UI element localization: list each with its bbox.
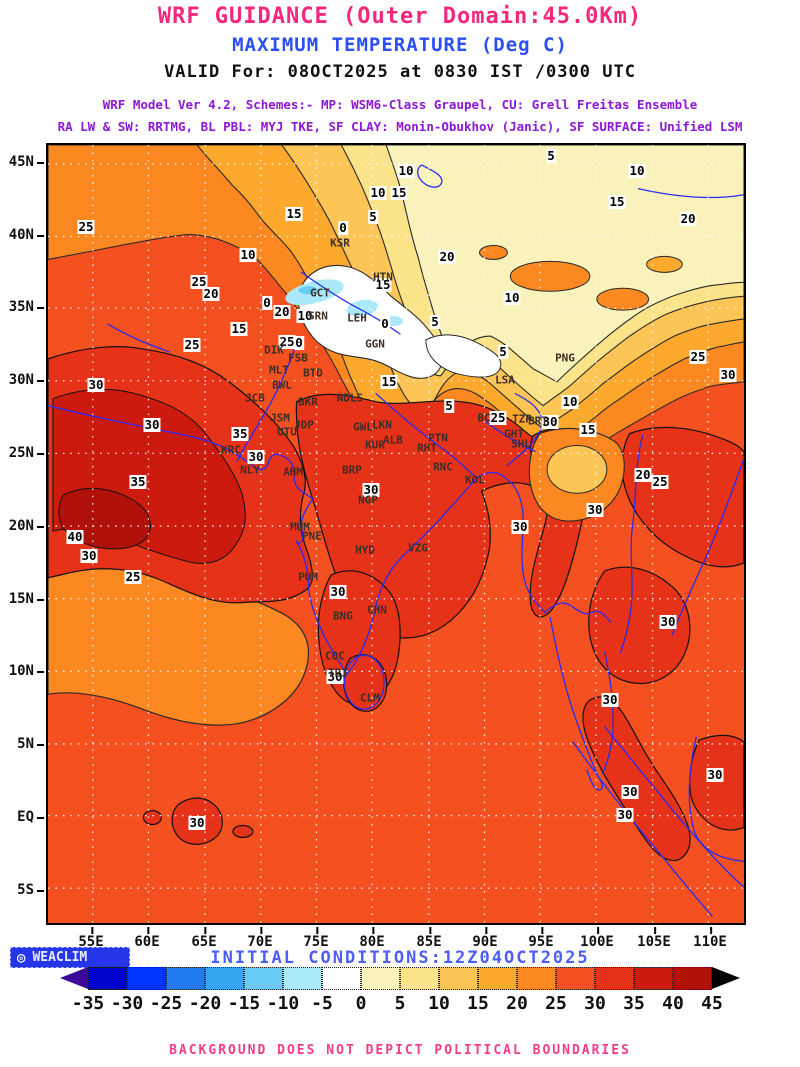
colorbar-cell: [634, 967, 673, 990]
colorbar-tick-label: 25: [545, 993, 567, 1014]
colorbar-tick-label: -5: [311, 993, 333, 1014]
weaclim-logo-icon: ◎: [17, 949, 26, 966]
colorbar-cell: [127, 967, 166, 990]
colorbar-tick-label: -20: [188, 993, 222, 1014]
colorbar-cell: [166, 967, 205, 990]
colorbar-cell: [400, 967, 439, 990]
map-canvas: [48, 145, 744, 923]
colorbar-tick-label: -25: [149, 993, 183, 1014]
longitude-tick-label: 85E: [416, 927, 442, 950]
longitude-tick-label: 55E: [78, 927, 104, 950]
model-scheme-line-2: RA LW & SW: RRTMG, BL PBL: MYJ TKE, SF C…: [57, 119, 743, 134]
page-subtitle: MAXIMUM TEMPERATURE (Deg C): [232, 34, 568, 56]
initial-conditions-line: INITIAL CONDITIONS:12Z04OCT2025: [210, 948, 590, 968]
colorbar-cell: [361, 967, 400, 990]
colorbar-left-arrow: [60, 967, 88, 989]
colorbar-cell: [283, 967, 322, 990]
model-scheme-line-1: WRF Model Ver 4.2, Schemes:- MP: WSM6-Cl…: [102, 97, 698, 112]
colorbar-tick-label: -35: [71, 993, 105, 1014]
latitude-axis: 45N 40N 35N 30N 25N 20N 15N 10N 5N EQ 5S: [0, 143, 44, 925]
longitude-tick-label: 90E: [472, 927, 498, 950]
colorbar-tick-label: 15: [467, 993, 489, 1014]
latitude-tick-label: 20N: [0, 518, 44, 534]
longitude-tick-label: 60E: [134, 927, 160, 950]
colorbar-cell: [322, 967, 361, 990]
tibet-warm-pockets: [479, 244, 683, 311]
colorbar-cell: [673, 967, 712, 990]
colorbar-tick-label: 35: [623, 993, 645, 1014]
longitude-tick-label: 75E: [303, 927, 329, 950]
colorbar-tick-label: 45: [701, 993, 723, 1014]
colorbar-tick-label: 10: [428, 993, 450, 1014]
page-title: WRF GUIDANCE (Outer Domain:45.0Km): [157, 4, 643, 29]
latitude-tick-label: 40N: [0, 227, 44, 243]
latitude-tick-label: EQ: [0, 809, 44, 825]
colorbar-tick-label: 40: [662, 993, 684, 1014]
latitude-tick-label: 30N: [0, 372, 44, 388]
longitude-tick-label: 65E: [191, 927, 217, 950]
longitude-tick-label: 95E: [528, 927, 554, 950]
temperature-map: [46, 143, 746, 925]
colorbar-cell: [556, 967, 595, 990]
colorbar: [88, 967, 712, 990]
colorbar-tick-label: 20: [506, 993, 528, 1014]
longitude-tick-label: 105E: [637, 927, 671, 950]
disclaimer-line: BACKGROUND DOES NOT DEPICT POLITICAL BOU…: [169, 1043, 631, 1058]
colorbar-tick-label: -30: [110, 993, 144, 1014]
latitude-tick-label: 5S: [0, 882, 44, 898]
longitude-axis: 55E 60E 65E 70E 75E 80E 85E 90E 95E 100E 105E 110E: [0, 925, 800, 955]
longitude-tick-label: 70E: [247, 927, 273, 950]
colorbar-cell: [595, 967, 634, 990]
colorbar-cell: [517, 967, 556, 990]
colorbar-tick-row: -35 -30 -25 -20 -15 -10 -5 0 5 10 15 20 25 30 35 40 45: [0, 993, 800, 1015]
colorbar-tick-label: 30: [584, 993, 606, 1014]
latitude-tick-label: 5N: [0, 736, 44, 752]
longitude-tick-label: 100E: [580, 927, 614, 950]
colorbar-cell: [88, 967, 127, 990]
thailand-cool-pocket: [528, 427, 625, 522]
colorbar-cell: [439, 967, 478, 990]
colorbar-tick-label: 5: [394, 993, 406, 1014]
colorbar-tick-label: 0: [355, 993, 367, 1014]
colorbar-cell: [244, 967, 283, 990]
latitude-tick-label: 35N: [0, 299, 44, 315]
weaclim-logo-text: WEACLIM: [32, 950, 88, 965]
colorbar-tick-label: -15: [227, 993, 261, 1014]
graticule-grid: [48, 145, 744, 923]
latitude-tick-label: 15N: [0, 591, 44, 607]
longitude-tick-label: 80E: [359, 927, 385, 950]
colorbar-cell: [478, 967, 517, 990]
colorbar-tick-label: -10: [266, 993, 300, 1014]
latitude-tick-label: 25N: [0, 445, 44, 461]
colorbar-cell: [205, 967, 244, 990]
valid-time-line: VALID For: 08OCT2025 at 0830 IST /0300 U…: [164, 62, 636, 82]
latitude-tick-label: 10N: [0, 663, 44, 679]
colorbar-right-arrow: [712, 967, 740, 989]
longitude-tick-label: 110E: [693, 927, 727, 950]
latitude-tick-label: 45N: [0, 154, 44, 170]
